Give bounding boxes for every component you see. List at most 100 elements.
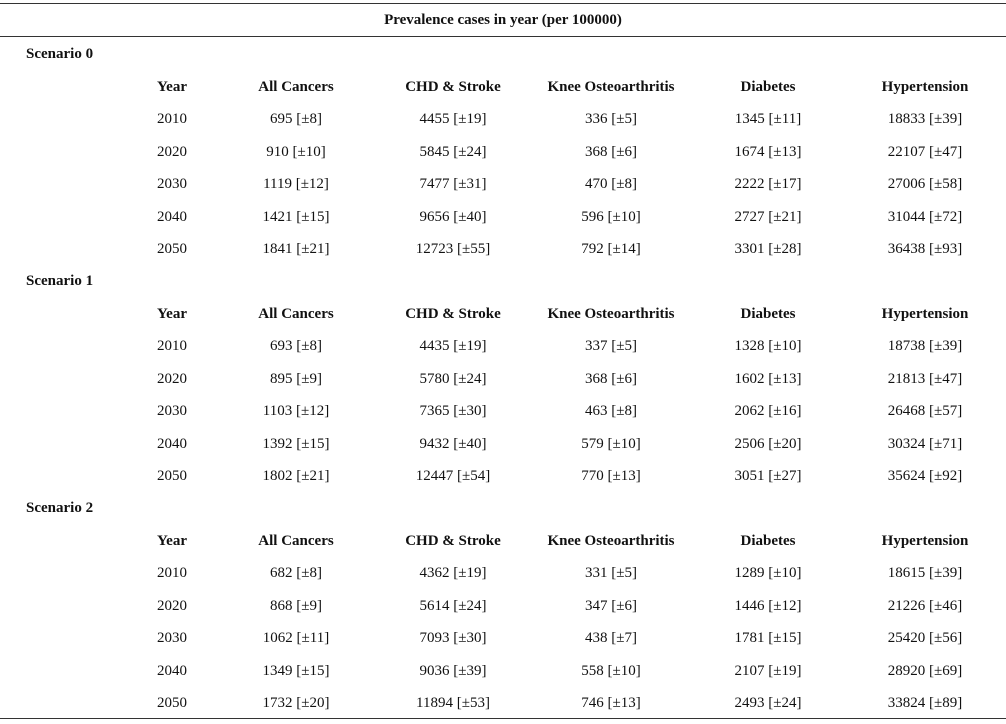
value-cell: 1345 [±11]	[734, 111, 802, 127]
value-cell: 1841 [±21]	[262, 241, 330, 257]
value-cell: 682 [±8]	[270, 565, 322, 581]
value-cell: 33824 [±89]	[887, 695, 963, 711]
table-row: 2030 1062 [±11] 7093 [±30] 438 [±7] 1781 [±1…	[0, 622, 1006, 654]
value-cell: 596 [±10]	[581, 208, 641, 225]
value-cell: 1446 [±12]	[734, 597, 802, 614]
table-row: 2010 682 [±8] 4362 [±19] 331 [±5] 1289 [±10]…	[0, 557, 1006, 589]
value-cell: 28920 [±69]	[887, 662, 963, 679]
year-cell: 2030	[157, 176, 187, 192]
value-cell: 1062 [±11]	[262, 630, 330, 646]
column-header: Hypertension	[881, 305, 969, 322]
column-header: Year	[157, 305, 187, 322]
value-cell: 2506 [±20]	[734, 435, 802, 452]
value-cell: 35624 [±92]	[887, 468, 963, 484]
value-cell: 695 [±8]	[270, 111, 322, 127]
value-cell: 910 [±10]	[266, 143, 326, 160]
column-header: Diabetes	[740, 78, 796, 95]
value-cell: 25420 [±56]	[887, 630, 963, 646]
value-cell: 1421 [±15]	[262, 208, 330, 225]
column-header: Knee Osteoarthritis	[547, 532, 675, 549]
value-cell: 470 [±8]	[585, 176, 637, 192]
year-cell: 2010	[157, 338, 187, 354]
value-cell: 4455 [±19]	[419, 111, 487, 127]
value-cell: 1349 [±15]	[262, 662, 330, 679]
table-row: 2030 1103 [±12] 7365 [±30] 463 [±8] 2062 [±1…	[0, 395, 1006, 427]
value-cell: 36438 [±93]	[887, 241, 963, 257]
value-cell: 579 [±10]	[581, 435, 641, 452]
value-cell: 895 [±9]	[270, 370, 322, 387]
column-header: CHD & Stroke	[405, 305, 501, 322]
table-row: 2050 1732 [±20] 11894 [±53] 746 [±13] 2493 […	[0, 687, 1006, 719]
value-cell: 18615 [±39]	[887, 565, 963, 581]
value-cell: 12447 [±54]	[415, 468, 491, 484]
table-row: 2040 1349 [±15] 9036 [±39] 558 [±10] 2107 [±…	[0, 655, 1006, 687]
value-cell: 22107 [±47]	[887, 143, 963, 160]
year-cell: 2050	[157, 241, 187, 257]
value-cell: 5845 [±24]	[419, 143, 487, 160]
value-cell: 1674 [±13]	[734, 143, 802, 160]
value-cell: 1328 [±10]	[734, 338, 802, 354]
value-cell: 1289 [±10]	[734, 565, 802, 581]
value-cell: 9036 [±39]	[419, 662, 487, 679]
value-cell: 7093 [±30]	[419, 630, 487, 646]
value-cell: 4362 [±19]	[419, 565, 487, 581]
table-row: 2020 868 [±9] 5614 [±24] 347 [±6] 1446 [±12]…	[0, 590, 1006, 622]
column-header: Diabetes	[740, 305, 796, 322]
value-cell: 1781 [±15]	[734, 630, 802, 646]
value-cell: 5614 [±24]	[419, 597, 487, 614]
value-cell: 9656 [±40]	[419, 208, 487, 225]
value-cell: 27006 [±58]	[887, 176, 963, 192]
column-header: Hypertension	[881, 78, 969, 95]
value-cell: 18833 [±39]	[887, 111, 963, 127]
table-row: 2050 1841 [±21] 12723 [±55] 792 [±14] 3301 […	[0, 233, 1006, 265]
value-cell: 7477 [±31]	[419, 176, 487, 192]
year-cell: 2020	[157, 370, 187, 387]
scenario-label: Scenario 1	[0, 265, 1006, 297]
value-cell: 558 [±10]	[581, 662, 641, 679]
value-cell: 368 [±6]	[585, 143, 637, 160]
value-cell: 1602 [±13]	[734, 370, 802, 387]
year-cell: 2040	[157, 208, 187, 225]
scenario-name: Scenario 1	[26, 273, 94, 289]
table-title: Prevalence cases in year (per 100000)	[384, 12, 622, 28]
value-cell: 21226 [±46]	[887, 597, 963, 614]
value-cell: 1802 [±21]	[262, 468, 330, 484]
value-cell: 18738 [±39]	[887, 338, 963, 354]
table-row: 2010 693 [±8] 4435 [±19] 337 [±5] 1328 [±10]…	[0, 330, 1006, 362]
value-cell: 1119 [±12]	[263, 176, 329, 192]
year-cell: 2020	[157, 143, 187, 160]
value-cell: 1732 [±20]	[262, 695, 330, 711]
table-row: 2040 1421 [±15] 9656 [±40] 596 [±10] 2727 [±…	[0, 201, 1006, 233]
column-header: Diabetes	[740, 532, 796, 549]
column-header: Knee Osteoarthritis	[547, 305, 675, 322]
value-cell: 11894 [±53]	[416, 695, 490, 711]
scenario-name: Scenario 2	[26, 500, 94, 516]
table-row: 2050 1802 [±21] 12447 [±54] 770 [±13] 3051 […	[0, 460, 1006, 492]
column-header-row: Year All Cancers CHD & Stroke Knee Osteoart…	[0, 71, 1006, 103]
value-cell: 2107 [±19]	[734, 662, 802, 679]
year-cell: 2030	[157, 630, 187, 646]
scenario-name: Scenario 0	[26, 46, 94, 62]
column-header-row: Year All Cancers CHD & Stroke Knee Osteoart…	[0, 525, 1006, 557]
column-header: All Cancers	[258, 532, 334, 549]
column-header: Year	[157, 532, 187, 549]
value-cell: 2222 [±17]	[734, 176, 802, 192]
column-header-row: Year All Cancers CHD & Stroke Knee Osteoart…	[0, 298, 1006, 330]
column-header: CHD & Stroke	[405, 532, 501, 549]
table-header-rule	[0, 36, 1006, 37]
column-header: Year	[157, 78, 187, 95]
value-cell: 336 [±5]	[585, 111, 637, 127]
value-cell: 368 [±6]	[585, 370, 637, 387]
value-cell: 463 [±8]	[585, 403, 637, 419]
value-cell: 2727 [±21]	[734, 208, 802, 225]
value-cell: 31044 [±72]	[887, 208, 963, 225]
table-bottom-rule	[0, 718, 1006, 719]
value-cell: 438 [±7]	[585, 630, 637, 646]
value-cell: 2062 [±16]	[734, 403, 802, 419]
table-row: 2010 695 [±8] 4455 [±19] 336 [±5] 1345 [±11]…	[0, 103, 1006, 135]
value-cell: 7365 [±30]	[419, 403, 487, 419]
table-row: 2020 895 [±9] 5780 [±24] 368 [±6] 1602 [±13]…	[0, 363, 1006, 395]
table-row: 2020 910 [±10] 5845 [±24] 368 [±6] 1674 [±13…	[0, 136, 1006, 168]
value-cell: 9432 [±40]	[419, 435, 487, 452]
column-header: All Cancers	[258, 78, 334, 95]
